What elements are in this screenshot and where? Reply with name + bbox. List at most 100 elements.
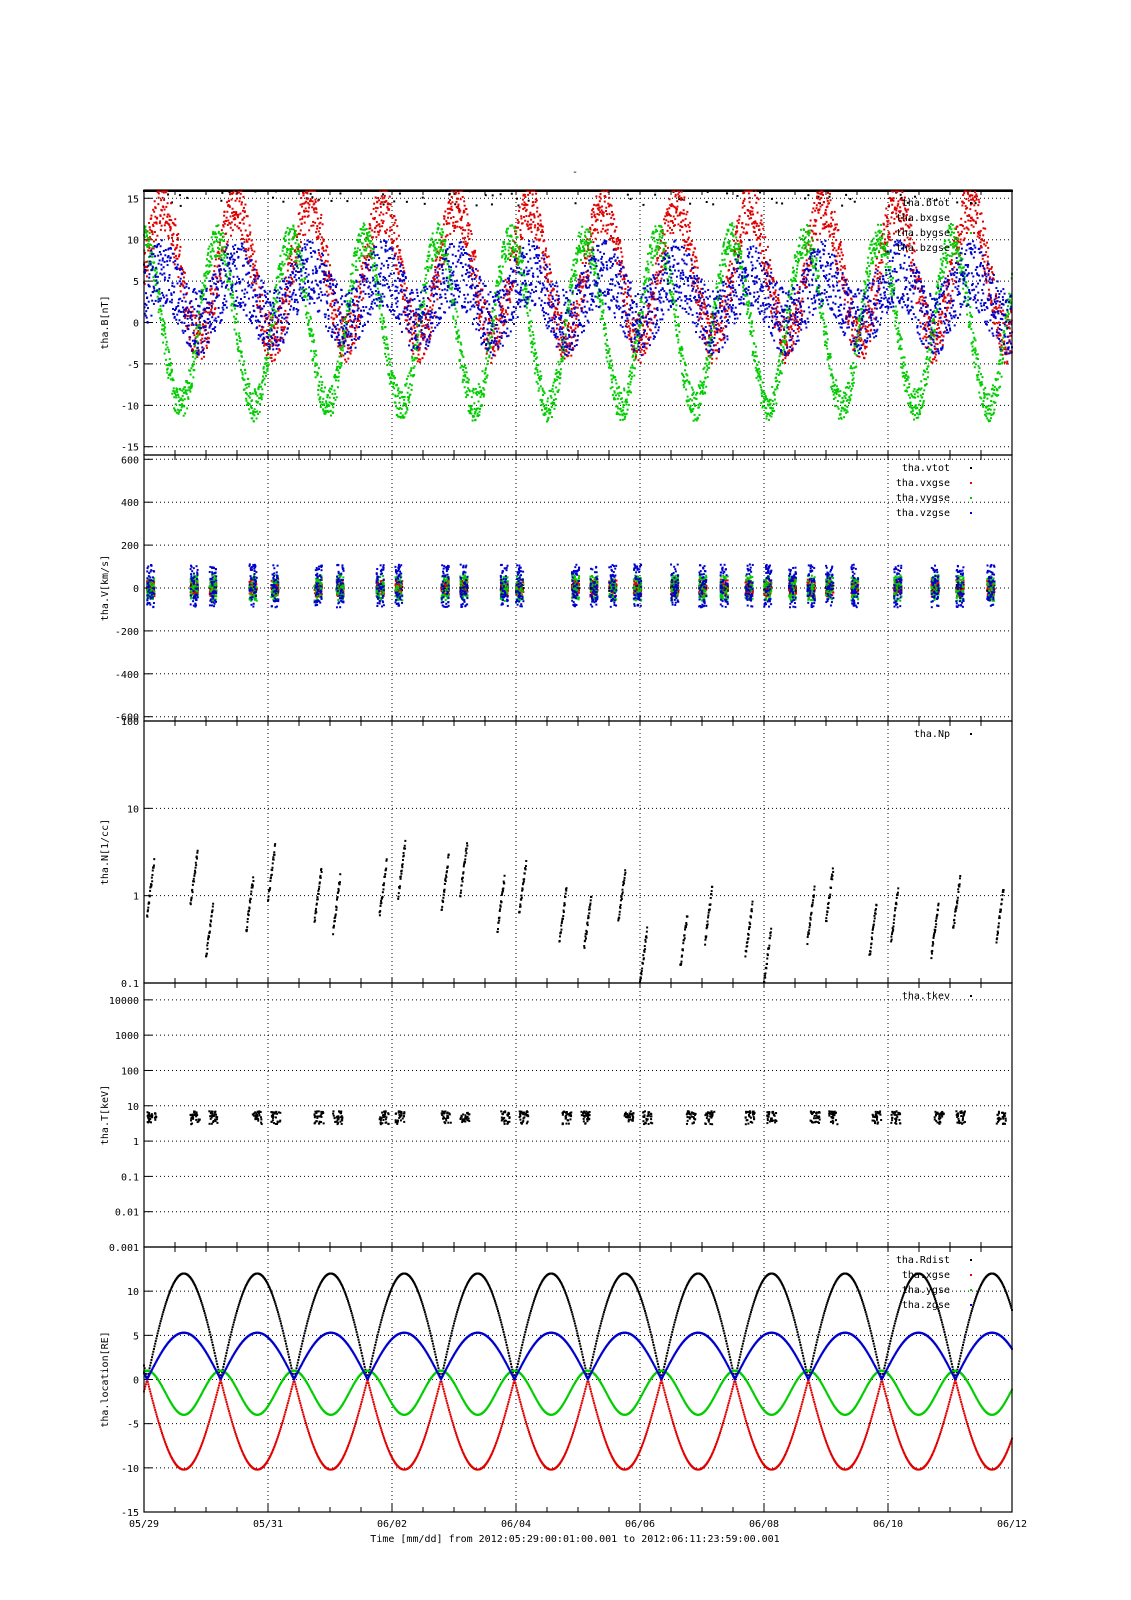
data-point [300,205,303,208]
data-point [490,361,493,364]
data-point [501,309,504,312]
data-point [484,194,487,197]
data-point [215,292,218,295]
data-point [370,213,373,216]
data-point [488,311,491,314]
data-point [400,258,403,261]
data-point [259,311,262,314]
data-point [375,224,378,227]
data-point [251,243,254,246]
data-point [257,296,260,299]
data-point [301,202,304,205]
data-point [239,221,242,224]
data-point [284,288,287,291]
data-point [325,290,328,293]
data-point [172,232,175,235]
data-point [453,229,455,232]
data-point [270,360,273,363]
data-point [243,241,246,244]
data-point [186,314,189,317]
data-point [689,202,692,205]
data-point [313,207,316,210]
data-point [236,197,238,200]
data-point [266,329,269,332]
data-point [154,215,157,218]
data-point [213,270,216,273]
data-point [492,345,495,348]
data-point [338,306,341,309]
data-point [248,233,251,236]
data-point [329,304,332,307]
data-point [314,201,317,204]
data-point [431,304,434,307]
data-point [500,334,503,337]
data-point [956,201,959,204]
data-point [457,203,460,206]
data-point [481,306,484,309]
data-point [227,219,230,222]
data-point [373,230,376,233]
data-point [196,331,199,334]
data-point [245,238,248,241]
data-point [179,290,182,293]
data-point [222,225,225,228]
data-point [371,229,374,232]
data-point [201,337,204,340]
data-point [187,308,190,311]
data-point [503,322,506,325]
data-point [358,313,361,316]
data-point [770,197,773,200]
data-point [396,225,399,228]
data-point [395,237,398,240]
data-point [369,249,372,252]
data-point [230,221,233,224]
data-point [167,213,170,216]
data-point [241,233,244,236]
data-point [390,215,393,218]
data-point [461,237,464,240]
data-point [242,195,245,198]
data-point [220,199,223,202]
data-point [382,213,385,216]
data-point [477,302,480,305]
data-point [161,196,164,199]
data-point [195,322,198,325]
data-point [402,295,405,298]
data-point [154,238,157,241]
data-point [460,215,463,218]
data-point [393,231,396,234]
data-point [174,254,177,257]
data-point [253,264,256,267]
data-point [199,339,202,342]
data-point [207,331,210,334]
data-point [193,334,196,337]
data-point [247,249,250,252]
data-point [228,205,231,208]
data-point [437,279,440,282]
data-point [427,310,430,313]
data-point [515,197,518,200]
data-point [239,229,242,232]
data-point [360,290,363,293]
data-point [361,267,364,270]
data-point [146,269,149,272]
data-point [455,200,458,203]
data-point [499,317,502,320]
data-point [274,353,277,356]
data-point [178,253,181,256]
data-point [574,202,577,205]
data-point [205,346,208,349]
data-point [177,232,180,235]
data-point [476,269,479,272]
data-point [324,259,327,262]
data-point [318,226,321,229]
data-point [169,227,172,230]
data-point [474,255,477,258]
data-point [290,245,293,248]
data-point [458,207,461,210]
data-point [417,353,420,356]
data-point [288,300,291,303]
data-point [470,274,473,277]
data-point [267,315,270,318]
data-point [292,280,295,283]
